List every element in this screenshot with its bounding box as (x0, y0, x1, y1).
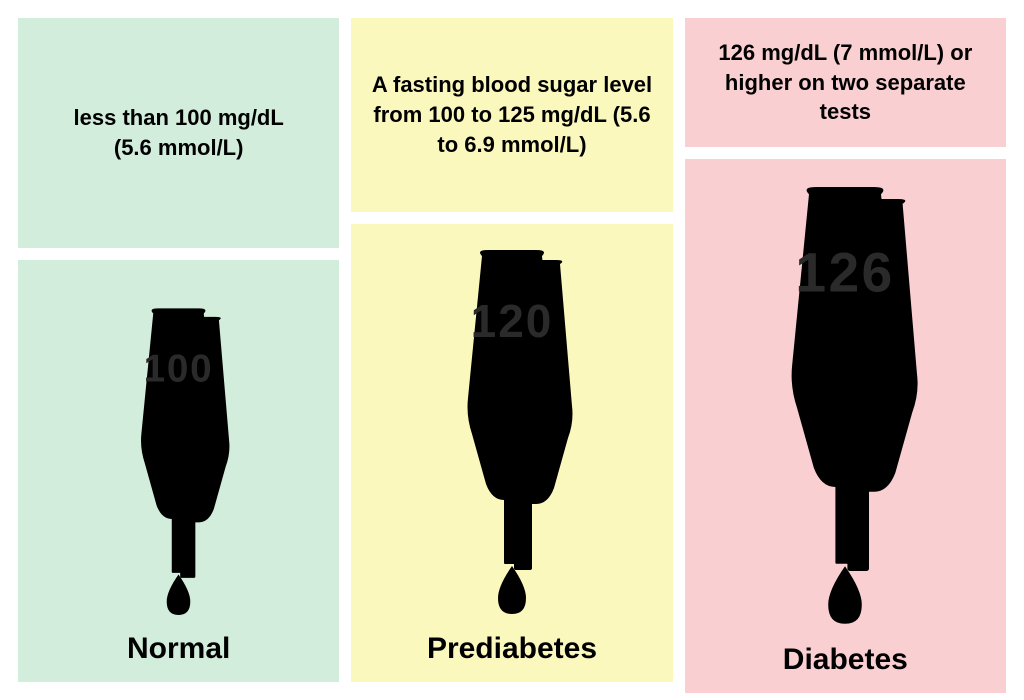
column-prediabetes: A fasting blood sugar level from 100 to … (351, 18, 672, 682)
reading-normal: 100 (144, 348, 214, 391)
glucometer-diabetes: 126 (749, 175, 941, 631)
description-text: less than 100 mg/dL (5.6 mmol/L) (36, 103, 321, 162)
label-prediabetes: Prediabetes (427, 632, 597, 666)
column-normal: less than 100 mg/dL (5.6 mmol/L) 100 Nor… (18, 18, 339, 682)
reading-prediabetes: 120 (471, 295, 554, 347)
glucometer-normal: 100 (111, 300, 246, 620)
glucometer-prediabetes: 120 (432, 240, 592, 620)
description-diabetes: 126 mg/dL (7 mmol/L) or higher on two se… (685, 18, 1006, 147)
description-prediabetes: A fasting blood sugar level from 100 to … (351, 18, 672, 212)
label-normal: Normal (127, 632, 230, 666)
description-text: A fasting blood sugar level from 100 to … (369, 70, 654, 159)
meter-box-prediabetes: 120 Prediabetes (351, 224, 672, 682)
label-diabetes: Diabetes (783, 643, 908, 677)
column-diabetes: 126 mg/dL (7 mmol/L) or higher on two se… (685, 18, 1006, 682)
meter-box-diabetes: 126 Diabetes (685, 159, 1006, 693)
meter-box-normal: 100 Normal (18, 260, 339, 682)
reading-diabetes: 126 (796, 241, 895, 303)
description-normal: less than 100 mg/dL (5.6 mmol/L) (18, 18, 339, 248)
description-text: 126 mg/dL (7 mmol/L) or higher on two se… (703, 38, 988, 127)
